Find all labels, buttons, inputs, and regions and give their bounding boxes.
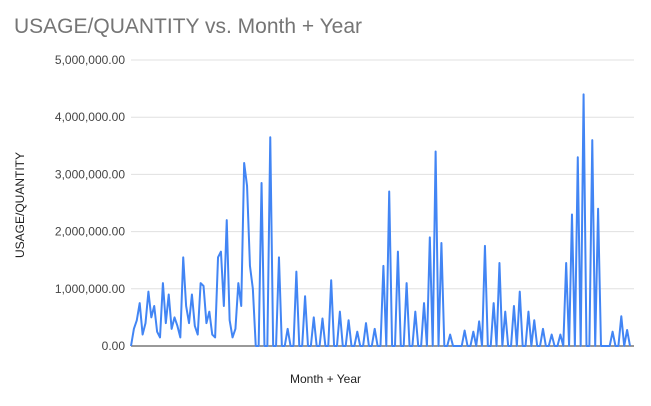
y-tick-label: 2,000,000.00 <box>55 225 125 239</box>
x-axis-label: Month + Year <box>289 372 362 386</box>
series-line <box>130 93 631 347</box>
y-axis-label: USAGE/QUANTITY <box>13 152 27 258</box>
chart-title: USAGE/QUANTITY vs. Month + Year <box>14 15 362 38</box>
y-tick-label: 3,000,000.00 <box>55 167 125 181</box>
y-tick-label: 4,000,000.00 <box>55 110 125 124</box>
y-tick-label: 0.00 <box>102 339 126 353</box>
y-tick-label: 5,000,000.00 <box>55 53 125 67</box>
y-tick-label: 1,000,000.00 <box>55 282 125 296</box>
